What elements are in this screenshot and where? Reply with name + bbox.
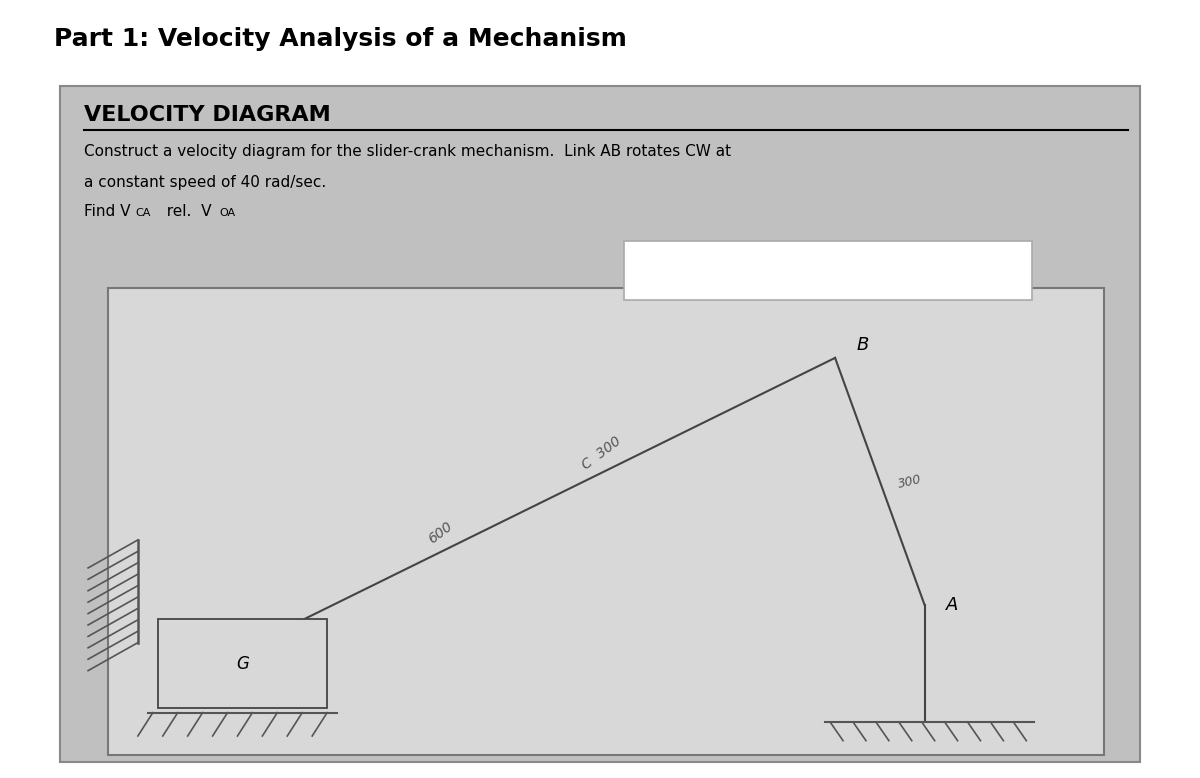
- FancyBboxPatch shape: [108, 288, 1104, 755]
- Text: C  300: C 300: [580, 434, 624, 472]
- Text: a constant speed of 40 rad/sec.: a constant speed of 40 rad/sec.: [84, 175, 326, 190]
- Text: VELOCITY DIAGRAM: VELOCITY DIAGRAM: [84, 105, 331, 125]
- Text: Part 1: Velocity Analysis of a Mechanism: Part 1: Velocity Analysis of a Mechanism: [54, 27, 626, 51]
- FancyBboxPatch shape: [60, 86, 1140, 762]
- FancyBboxPatch shape: [158, 619, 328, 708]
- Text: Find V: Find V: [84, 204, 131, 219]
- Text: OA: OA: [220, 208, 235, 218]
- Text: CA: CA: [136, 208, 151, 218]
- Text: 300: 300: [896, 472, 923, 491]
- Text: B: B: [857, 336, 869, 354]
- Text: Construct a velocity diagram for the slider-crank mechanism.  Link AB rotates CW: Construct a velocity diagram for the sli…: [84, 144, 731, 159]
- Text: G: G: [236, 654, 248, 673]
- Text: rel.  V: rel. V: [157, 204, 211, 219]
- Text: A: A: [947, 596, 959, 615]
- Text: 600: 600: [426, 519, 456, 546]
- FancyBboxPatch shape: [624, 241, 1032, 300]
